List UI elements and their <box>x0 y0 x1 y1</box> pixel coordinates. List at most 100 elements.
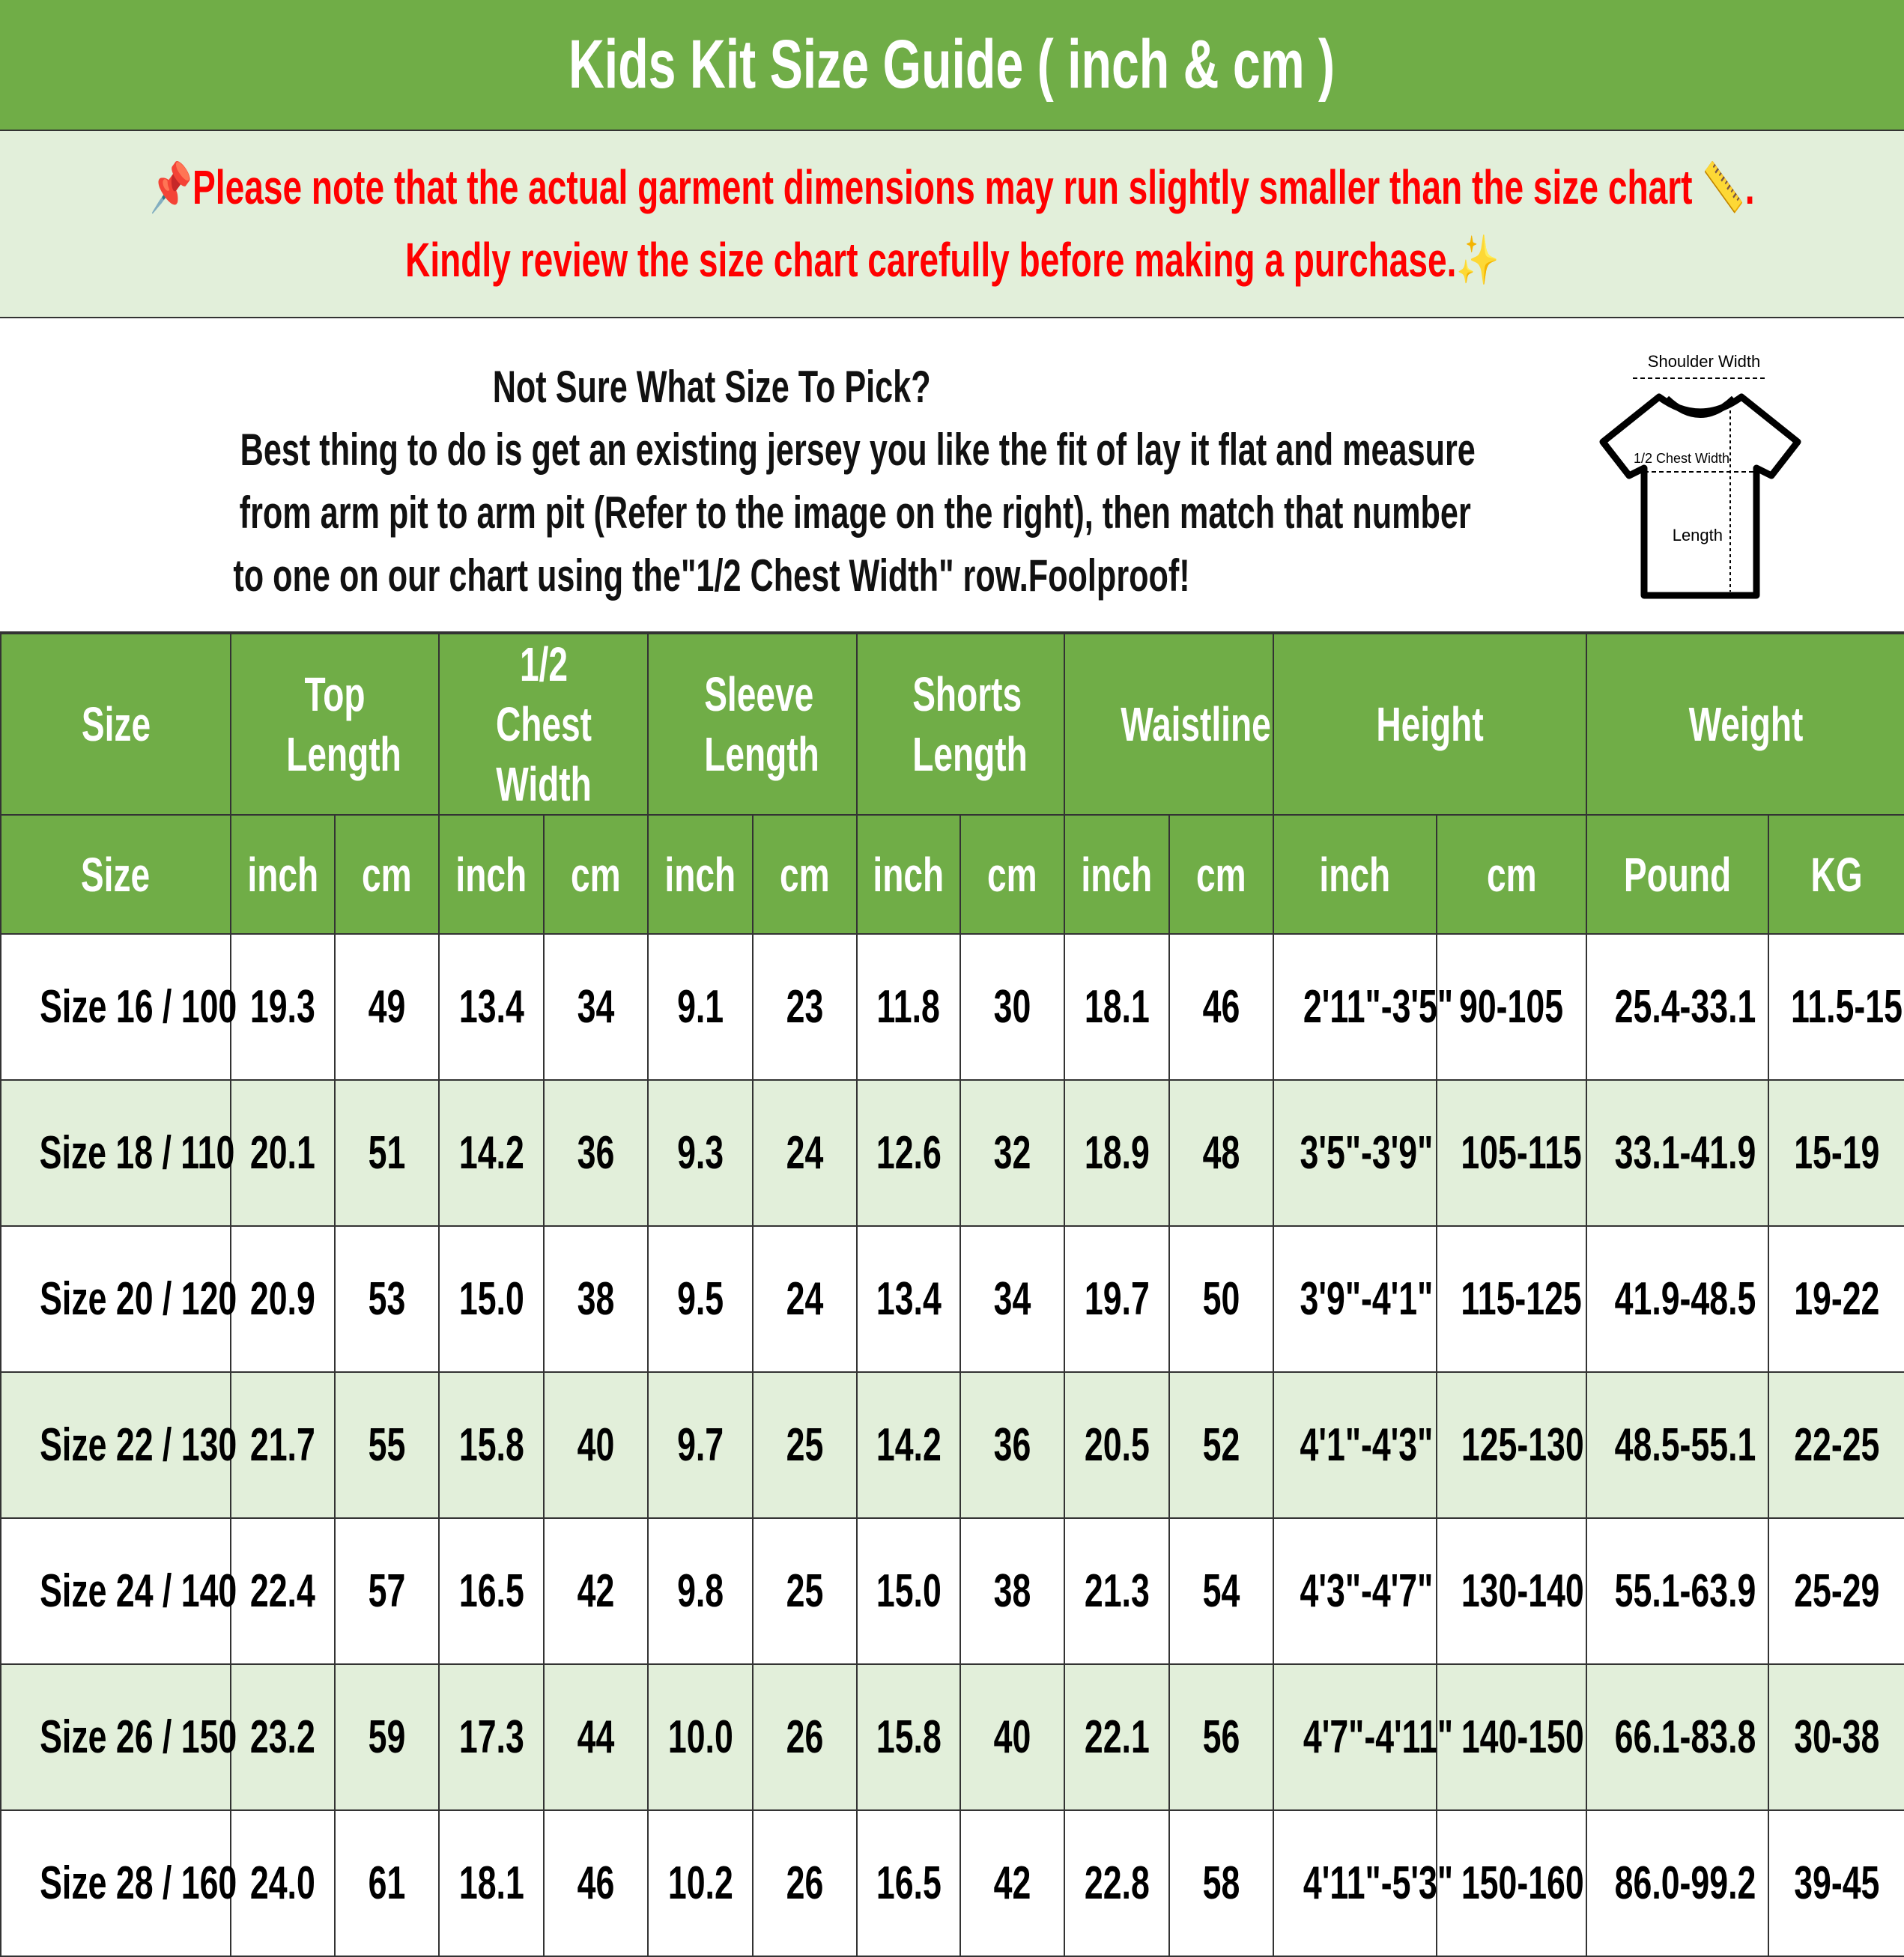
table-cell: 10.2 <box>647 1809 754 1957</box>
notice-banner: 📌Please note that the actual garment dim… <box>0 131 1904 318</box>
table-cell: 57 <box>334 1517 440 1665</box>
table-cell: 9.5 <box>647 1225 754 1373</box>
table-cell: 36 <box>543 1079 649 1227</box>
table-cell: 22.4 <box>230 1517 336 1665</box>
table-row: Size 28 / 160 24.0 61 18.1 46 10.2 26 16.5 42 22.… <box>0 1809 1904 1957</box>
column-header: Size <box>0 633 231 816</box>
table-cell: 55.1-63.9 <box>1586 1517 1769 1665</box>
info-heading: Not Sure What Size To Pick? <box>492 362 931 412</box>
table-cell: 52 <box>1168 1371 1274 1519</box>
unit-header: KG <box>1768 814 1904 935</box>
table-cell: 115-125 <box>1436 1225 1587 1373</box>
diagram-shoulder-label: Shoulder Width <box>1648 352 1760 371</box>
info-line: Best thing to do is get an existing jers… <box>240 425 1476 475</box>
table-cell: 11.8 <box>856 933 961 1081</box>
column-header: 1/2 Chest Width <box>438 633 649 816</box>
table-cell: 25.4-33.1 <box>1586 933 1769 1081</box>
table-row: Size 22 / 130 21.7 55 15.8 40 9.7 25 14.2 36 20.5… <box>0 1371 1904 1519</box>
table-cell: 50 <box>1168 1225 1274 1373</box>
unit-header: inch <box>647 814 754 935</box>
table-row: Size 24 / 140 22.4 57 16.5 42 9.8 25 15.0 38 21.3… <box>0 1517 1904 1665</box>
table-cell: 25-29 <box>1768 1517 1904 1665</box>
table-cell: 10.0 <box>647 1663 754 1811</box>
table-cell: Size 20 / 120 <box>0 1225 237 1373</box>
unit-header: cm <box>1168 814 1274 935</box>
table-cell: 54 <box>1168 1517 1274 1665</box>
table-cell: 18.1 <box>438 1809 545 1957</box>
table-cell: 61 <box>334 1809 440 1957</box>
column-header: Height <box>1273 633 1587 816</box>
table-cell: 15.0 <box>856 1517 961 1665</box>
table-cell: 19.7 <box>1064 1225 1170 1373</box>
pushpin-icon: 📌 <box>149 160 192 214</box>
table-cell: 150-160 <box>1436 1809 1587 1957</box>
diagram-length-label: Length <box>1673 526 1723 544</box>
table-cell: 4'11"-5'3" <box>1273 1809 1453 1957</box>
table-cell: 24 <box>752 1079 858 1227</box>
table-cell: 4'3"-4'7" <box>1273 1517 1437 1665</box>
notice-line-2: Kindly review the size chart carefully b… <box>404 233 1500 287</box>
unit-header: inch <box>1273 814 1437 935</box>
table-row: Size 26 / 150 23.2 59 17.3 44 10.0 26 15.8 40 22.… <box>0 1663 1904 1811</box>
table-cell: 26 <box>752 1809 858 1957</box>
sparkle-icon: ✨ <box>1456 233 1500 287</box>
table-cell: 41.9-48.5 <box>1586 1225 1769 1373</box>
notice-line-1: 📌Please note that the actual garment dim… <box>149 160 1755 214</box>
table-cell: 15-19 <box>1768 1079 1904 1227</box>
table-cell: 13.4 <box>856 1225 961 1373</box>
table-cell: 19.3 <box>230 933 336 1081</box>
table-cell: 25 <box>752 1517 858 1665</box>
column-header: Top Length <box>230 633 440 816</box>
table-cell: 23 <box>752 933 858 1081</box>
unit-header: cm <box>334 814 440 935</box>
info-line: to one on our chart using the"1/2 Chest … <box>233 550 1190 601</box>
table-cell: 55 <box>334 1371 440 1519</box>
size-table: Size Top Length 1/2 Chest Width Sleeve Leng… <box>0 633 1904 1957</box>
unit-header: cm <box>959 814 1065 935</box>
table-cell: 26 <box>752 1663 858 1811</box>
table-cell: 3'9"-4'1" <box>1273 1225 1437 1373</box>
ruler-icon: 📏 <box>1702 160 1745 214</box>
unit-header: inch <box>1064 814 1170 935</box>
table-cell: 40 <box>959 1663 1065 1811</box>
table-cell: 33.1-41.9 <box>1586 1079 1769 1227</box>
table-cell: 12.6 <box>856 1079 961 1227</box>
table-cell: 140-150 <box>1436 1663 1587 1811</box>
table-cell: 53 <box>334 1225 440 1373</box>
table-cell: 30-38 <box>1768 1663 1904 1811</box>
table-cell: Size 18 / 110 <box>0 1079 234 1227</box>
column-header: Waistline <box>1064 633 1274 816</box>
table-cell: 9.7 <box>647 1371 754 1519</box>
table-cell: 130-140 <box>1436 1517 1587 1665</box>
table-cell: 59 <box>334 1663 440 1811</box>
table-cell: 2'11"-3'5" <box>1273 933 1453 1081</box>
table-row: Size 18 / 110 20.1 51 14.2 36 9.3 24 12.6 32 18.9… <box>0 1079 1904 1227</box>
table-cell: 20.1 <box>230 1079 336 1227</box>
unit-header: inch <box>438 814 545 935</box>
unit-header: inch <box>230 814 336 935</box>
table-cell: 105-115 <box>1436 1079 1587 1227</box>
table-cell: 34 <box>543 933 649 1081</box>
table-cell: 32 <box>959 1079 1065 1227</box>
unit-header: cm <box>752 814 858 935</box>
unit-header: cm <box>1436 814 1587 935</box>
table-cell: 22.8 <box>1064 1809 1170 1957</box>
table-cell: 86.0-99.2 <box>1586 1809 1769 1957</box>
table-cell: Size 26 / 150 <box>0 1663 237 1811</box>
table-cell: 15.8 <box>856 1663 961 1811</box>
page-title: Kids Kit Size Guide ( inch & cm ) <box>0 0 1904 131</box>
table-cell: 14.2 <box>856 1371 961 1519</box>
table-cell: 21.3 <box>1064 1517 1170 1665</box>
unit-header: Size <box>0 814 231 935</box>
diagram-chest-label: 1/2 Chest Width <box>1634 451 1729 466</box>
table-cell: 16.5 <box>438 1517 545 1665</box>
table-cell: 4'7"-4'11" <box>1273 1663 1453 1811</box>
table-cell: 25 <box>752 1371 858 1519</box>
table-row: Size 20 / 120 20.9 53 15.0 38 9.5 24 13.4 34 19.7… <box>0 1225 1904 1373</box>
unit-header: cm <box>543 814 649 935</box>
table-cell: 56 <box>1168 1663 1274 1811</box>
table-cell: 14.2 <box>438 1079 545 1227</box>
table-cell: 125-130 <box>1436 1371 1587 1519</box>
table-cell: 11.5-15 <box>1768 933 1904 1081</box>
table-cell: 22.1 <box>1064 1663 1170 1811</box>
